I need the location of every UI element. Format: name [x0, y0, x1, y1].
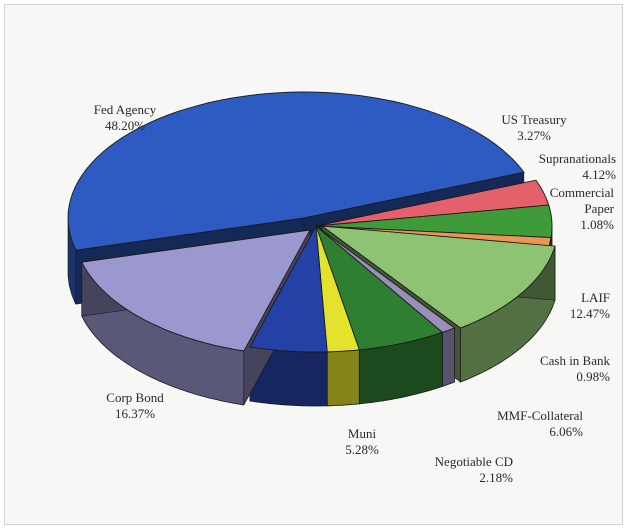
slice-name-label: Commercial [550, 185, 615, 200]
slice-name-label: US Treasury [501, 112, 567, 127]
slice-side-cash-in-bank [442, 327, 455, 387]
slice-value-label: 1.08% [580, 217, 614, 232]
slice-value-label: 48.20% [105, 118, 145, 133]
slice-value-label: 6.06% [549, 424, 583, 439]
slice-name-label: Paper [584, 201, 614, 216]
slice-laif[interactable] [320, 225, 556, 329]
slice-mmf-collateral[interactable] [315, 224, 444, 351]
slice-negotiable-cd[interactable] [315, 225, 360, 353]
label-laif: LAIF 12.47% [570, 290, 610, 321]
slice-value-label: 16.37% [115, 406, 155, 421]
slice-value-label: 12.47% [570, 306, 610, 321]
label-muni: Muni 5.28% [345, 426, 379, 457]
slice-name-label: Cash in Bank [540, 353, 611, 368]
slice-us-treasury[interactable] [315, 179, 550, 227]
slice-value-label: 3.27% [517, 128, 551, 143]
label-fed-agency: Fed Agency 48.20% [94, 102, 157, 133]
label-cash-in-bank: Cash in Bank 0.98% [540, 353, 611, 384]
label-mmf-collateral: MMF-Collateral 6.06% [497, 408, 583, 439]
slice-muni[interactable] [249, 224, 328, 353]
slice-value-label: 2.18% [479, 470, 513, 485]
slice-supranationals[interactable] [315, 204, 553, 239]
pie-tops [67, 91, 556, 353]
slice-value-label: 0.98% [576, 369, 610, 384]
pie-labels: Fed Agency 48.20% US Treasury 3.27% Supranat… [94, 102, 616, 485]
slice-value-label: 4.12% [582, 167, 616, 182]
label-us-treasury: US Treasury 3.27% [501, 112, 567, 143]
slice-name-label: Negotiable CD [435, 454, 513, 469]
label-commercial-paper: Commercial Paper 1.08% [550, 185, 615, 232]
slice-name-label: Muni [348, 426, 377, 441]
label-supranationals: Supranationals 4.12% [539, 151, 616, 182]
slice-name-label: Supranationals [539, 151, 616, 166]
slice-name-label: LAIF [581, 290, 610, 305]
slice-value-label: 5.28% [345, 442, 379, 457]
slice-fed-agency[interactable] [67, 91, 525, 251]
slice-name-label: MMF-Collateral [497, 408, 583, 423]
label-negotiable-cd: Negotiable CD 2.18% [435, 454, 514, 485]
label-corp-bond: Corp Bond 16.37% [106, 390, 164, 421]
slice-corp-bond[interactable] [81, 229, 311, 352]
slice-cash-in-bank[interactable] [315, 225, 456, 333]
slice-name-label: Fed Agency [94, 102, 157, 117]
slice-side-negotiable-cd [326, 349, 360, 407]
slice-name-label: Corp Bond [106, 390, 164, 405]
